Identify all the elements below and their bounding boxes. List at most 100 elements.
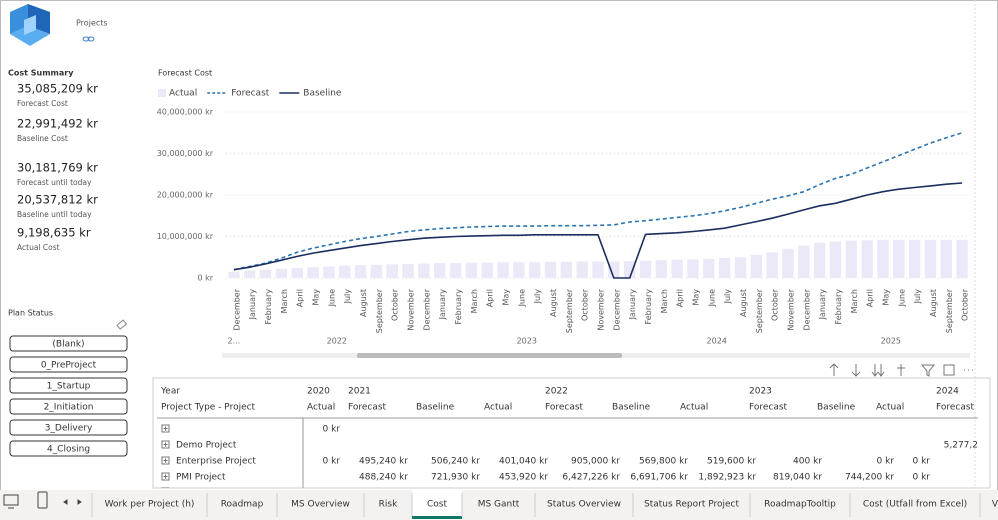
tab-label[interactable]: Cost (Utfall from Excel) xyxy=(863,500,967,510)
tab-label[interactable]: Risk xyxy=(379,500,398,510)
bar xyxy=(782,248,794,278)
measure-header: Baseline xyxy=(416,403,455,413)
slicer-button[interactable] xyxy=(9,377,128,394)
page-tab[interactable]: Risk xyxy=(363,490,412,520)
bar xyxy=(592,261,604,278)
slicer-option[interactable]: 1_Startup xyxy=(9,377,128,394)
x-tick-label: March xyxy=(280,289,289,313)
kpi-value: 35,085,209 kr xyxy=(17,82,98,96)
y-tick-label: 30,000,000 kr xyxy=(157,149,214,158)
slicer-option[interactable]: 4_Closing xyxy=(9,440,128,457)
page-tab[interactable]: Work per Project (h) xyxy=(91,490,207,520)
kpi-value: 9,198,635 kr xyxy=(17,226,91,240)
tab-bg[interactable] xyxy=(277,490,364,520)
x-group-label: 2023 xyxy=(517,337,537,346)
slicer-label[interactable]: 2_Initiation xyxy=(44,403,94,413)
tab-bg[interactable] xyxy=(462,490,535,520)
tab-bg[interactable] xyxy=(412,490,462,520)
expand-plus[interactable] xyxy=(163,426,168,431)
tab-label[interactable]: MS Gantt xyxy=(478,500,520,510)
slicer-button[interactable] xyxy=(9,398,128,415)
slicer-button[interactable] xyxy=(9,356,128,373)
expand-plus[interactable] xyxy=(163,458,168,463)
line-series xyxy=(233,182,963,279)
visual-toolbar[interactable] xyxy=(829,363,973,377)
legend-item[interactable]: Baseline xyxy=(279,89,342,99)
page-tab[interactable]: MS Gantt xyxy=(461,490,535,520)
tab-bg[interactable] xyxy=(980,490,998,520)
x-tick-label: September xyxy=(945,288,954,333)
slicer-option[interactable]: 3_Delivery xyxy=(9,419,128,436)
expand-box[interactable] xyxy=(161,456,170,465)
tab-label[interactable]: Cost xyxy=(427,500,447,510)
slicer-button[interactable] xyxy=(9,419,128,436)
tab-bg[interactable] xyxy=(535,490,633,520)
tab-label[interactable]: V xyxy=(992,500,998,510)
tab-bg[interactable] xyxy=(750,490,850,520)
slicer-label[interactable]: 1_Startup xyxy=(47,382,91,392)
page-tab[interactable]: Cost (Utfall from Excel) xyxy=(849,490,980,520)
slicer-label[interactable]: 3_Delivery xyxy=(45,424,93,434)
link-icon[interactable] xyxy=(82,36,95,42)
page-tab[interactable]: MS Overview xyxy=(276,490,364,520)
expand-plus[interactable] xyxy=(163,474,168,479)
page-tab[interactable]: RoadmapTooltip xyxy=(749,490,850,520)
tab-label[interactable]: Status Overview xyxy=(547,500,621,510)
tab-bg[interactable] xyxy=(92,490,207,520)
bar xyxy=(402,263,414,278)
tab-label[interactable]: Status Report Project xyxy=(644,500,739,510)
expand-button[interactable] xyxy=(161,472,170,481)
slicer-label[interactable]: 4_Closing xyxy=(47,445,90,455)
page-tab[interactable]: Status Report Project xyxy=(632,490,750,520)
page-tab[interactable]: Status Overview xyxy=(534,490,633,520)
eraser-icon[interactable] xyxy=(116,319,128,330)
page-tab[interactable]: V xyxy=(979,490,998,520)
cell: 519,600 kr xyxy=(707,457,756,467)
bar xyxy=(750,254,762,278)
bar xyxy=(513,262,525,278)
expand-button[interactable] xyxy=(161,424,170,433)
expand-plus[interactable] xyxy=(163,442,168,447)
bar xyxy=(861,240,873,278)
app-title: Projects xyxy=(76,19,108,28)
tab-bg[interactable] xyxy=(207,490,277,520)
x-tick-label: December xyxy=(232,288,241,330)
x-tick-label: August xyxy=(929,289,938,317)
slicer-option[interactable]: 0_PreProject xyxy=(9,356,128,373)
tab-label[interactable]: RoadmapTooltip xyxy=(764,500,836,510)
expand-button[interactable] xyxy=(161,456,170,465)
legend-item[interactable]: Forecast xyxy=(207,89,270,99)
tab-bg[interactable] xyxy=(364,490,412,520)
bar xyxy=(893,239,905,278)
slicer-option[interactable]: (Blank) xyxy=(9,335,128,352)
kpi-label: Baseline until today xyxy=(17,210,92,219)
slicer-button[interactable] xyxy=(9,335,128,352)
tab-bg[interactable] xyxy=(633,490,750,520)
bar xyxy=(845,240,857,278)
tab-bg[interactable] xyxy=(850,490,980,520)
scrollbar-thumb[interactable] xyxy=(357,353,622,358)
expand-box[interactable] xyxy=(161,472,170,481)
kpi-value: 22,991,492 kr xyxy=(17,117,98,131)
cell: 0 kr xyxy=(913,473,931,483)
x-tick-label: December xyxy=(422,288,431,330)
device-icons[interactable] xyxy=(3,491,82,509)
legend-item[interactable]: Actual xyxy=(158,89,197,99)
expand-button[interactable] xyxy=(161,440,170,449)
tab-label[interactable]: Work per Project (h) xyxy=(105,500,195,510)
slicer-label[interactable]: (Blank) xyxy=(52,340,84,350)
expand-box[interactable] xyxy=(161,424,170,433)
bar xyxy=(354,265,367,278)
page-tab[interactable]: Cost xyxy=(411,490,462,520)
x-tick-label: October xyxy=(961,288,970,321)
expand-box[interactable] xyxy=(161,440,170,449)
bar xyxy=(259,269,272,278)
tab-label[interactable]: Roadmap xyxy=(221,500,264,510)
cell: 744,200 kr xyxy=(845,473,894,483)
slicer-option[interactable]: 2_Initiation xyxy=(9,398,128,415)
x-tick-label: March xyxy=(660,289,669,313)
tab-label[interactable]: MS Overview xyxy=(291,500,350,510)
slicer-button[interactable] xyxy=(9,440,128,457)
slicer-label[interactable]: 0_PreProject xyxy=(41,361,97,371)
page-tab[interactable]: Roadmap xyxy=(206,490,277,520)
